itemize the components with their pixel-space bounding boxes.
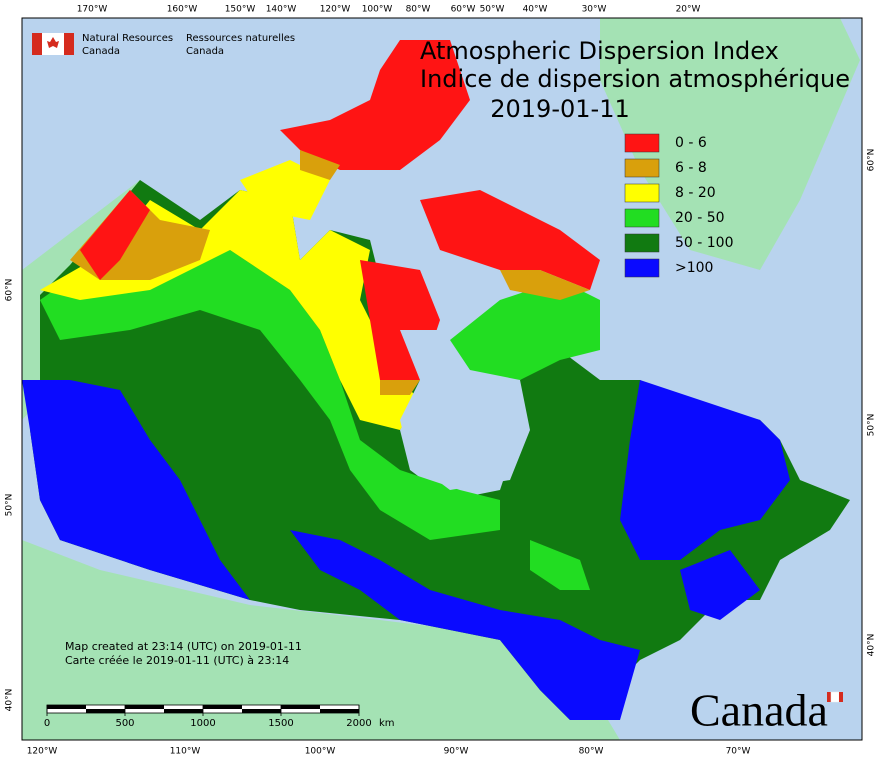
graticule-label: 100°W: [362, 5, 393, 15]
graticule-label: 90°W: [444, 747, 469, 757]
zone-region: [500, 270, 590, 300]
graticule-label: 80°W: [579, 747, 604, 757]
graticule-label: 20°W: [676, 5, 701, 15]
graticule-label: 60°N: [5, 279, 15, 302]
zone-region: [420, 190, 600, 290]
legend-label: >100: [675, 260, 713, 276]
legend-label: 8 - 20: [675, 185, 716, 201]
graticule-labels: 170°W 160°W 150°W 140°W 120°W 100°W 80°W 60°W 50…: [5, 5, 877, 757]
scale-segment: [203, 705, 242, 709]
scale-label: 500: [115, 718, 134, 729]
legend-swatch: [624, 183, 660, 203]
wordmark-flag: [827, 692, 831, 702]
graticule-label: 120°W: [27, 747, 58, 757]
title: Atmospheric Dispersion Index: [420, 37, 779, 65]
scale-segment: [320, 709, 359, 713]
zone-region: [40, 230, 500, 540]
hudson-bay: [400, 330, 530, 490]
header: Natural Resources Canada Ressources natu…: [32, 33, 295, 57]
scale-bar: 0 500 1000 1500 2000 km: [44, 704, 395, 729]
scale-segment: [164, 709, 203, 713]
map-frame: [21, 17, 863, 741]
legend-swatch: [624, 133, 660, 153]
scale-label: 1500: [268, 718, 293, 729]
graticule-label: 100°W: [305, 747, 336, 757]
scale-unit: km: [379, 718, 395, 729]
legend-label: 50 - 100: [675, 235, 734, 251]
graticule-label: 30°W: [582, 5, 607, 15]
graticule-label: 50°W: [480, 5, 505, 15]
zone-region: [300, 150, 340, 180]
legend-swatch: [624, 258, 660, 278]
note: Map created at 23:14 (UTC) on 2019-01-11: [65, 640, 302, 653]
graticule-label: 140°W: [266, 5, 297, 15]
wordmark-flag: [839, 692, 843, 702]
scale-segment: [125, 705, 164, 709]
flag-leaf: [47, 37, 59, 48]
graticule-label: 40°N: [867, 634, 877, 657]
org-fr: Canada: [186, 46, 224, 57]
graticule-label: 60°W: [451, 5, 476, 15]
legend-label: 0 - 6: [675, 135, 707, 151]
graticule-label: 160°W: [167, 5, 198, 15]
legend: 0 - 6 6 - 8 8 - 20 20 - 50 50 - 100 >100: [624, 133, 734, 278]
legend-swatch: [624, 208, 660, 228]
scale-segment: [86, 709, 125, 713]
wordmark: Canada: [690, 685, 828, 736]
map-body: [21, 17, 863, 741]
zone-region: [380, 380, 420, 395]
zone-region: [22, 380, 250, 600]
title: Indice de dispersion atmosphérique: [420, 65, 850, 93]
zone-region: [450, 280, 600, 380]
flag-bar: [32, 33, 42, 55]
scale-segment: [242, 709, 281, 713]
legend-swatch: [624, 158, 660, 178]
zone-region: [290, 530, 640, 720]
zone-region: [240, 160, 330, 220]
graticule-label: 40°N: [5, 689, 15, 712]
zone-region: [530, 540, 590, 590]
graticule-label: 50°N: [5, 494, 15, 517]
graticule-label: 80°W: [406, 5, 431, 15]
map-date: 2019-01-11: [490, 95, 629, 123]
graticule-label: 40°W: [523, 5, 548, 15]
org-en: Canada: [82, 46, 120, 57]
org-fr: Ressources naturelles: [186, 33, 295, 44]
graticule-label: 70°W: [726, 747, 751, 757]
greenland: [600, 18, 860, 270]
legend-swatch: [624, 233, 660, 253]
graticule-label: 170°W: [77, 5, 108, 15]
flag-bar: [64, 33, 74, 55]
zone-region: [80, 190, 150, 280]
wordmark-flag: [830, 691, 840, 703]
zone-region: [620, 380, 790, 560]
usa: [22, 540, 620, 740]
scale-label: 1000: [190, 718, 215, 729]
org-en: Natural Resources: [82, 33, 173, 44]
graticule-label: 60°N: [867, 149, 877, 172]
zone-region: [280, 40, 470, 170]
graticule-label: 50°N: [867, 414, 877, 437]
scale-segment: [281, 705, 320, 709]
legend-label: 20 - 50: [675, 210, 725, 226]
note: Carte créée le 2019-01-11 (UTC) à 23:14: [65, 654, 289, 667]
zone-region: [680, 550, 760, 620]
legend-label: 6 - 8: [675, 160, 707, 176]
scale-label: 2000: [346, 718, 371, 729]
graticule-label: 110°W: [170, 747, 201, 757]
graticule-label: 120°W: [320, 5, 351, 15]
scale-segment: [47, 705, 86, 709]
graticule-label: 150°W: [225, 5, 256, 15]
scale-label: 0: [44, 718, 50, 729]
